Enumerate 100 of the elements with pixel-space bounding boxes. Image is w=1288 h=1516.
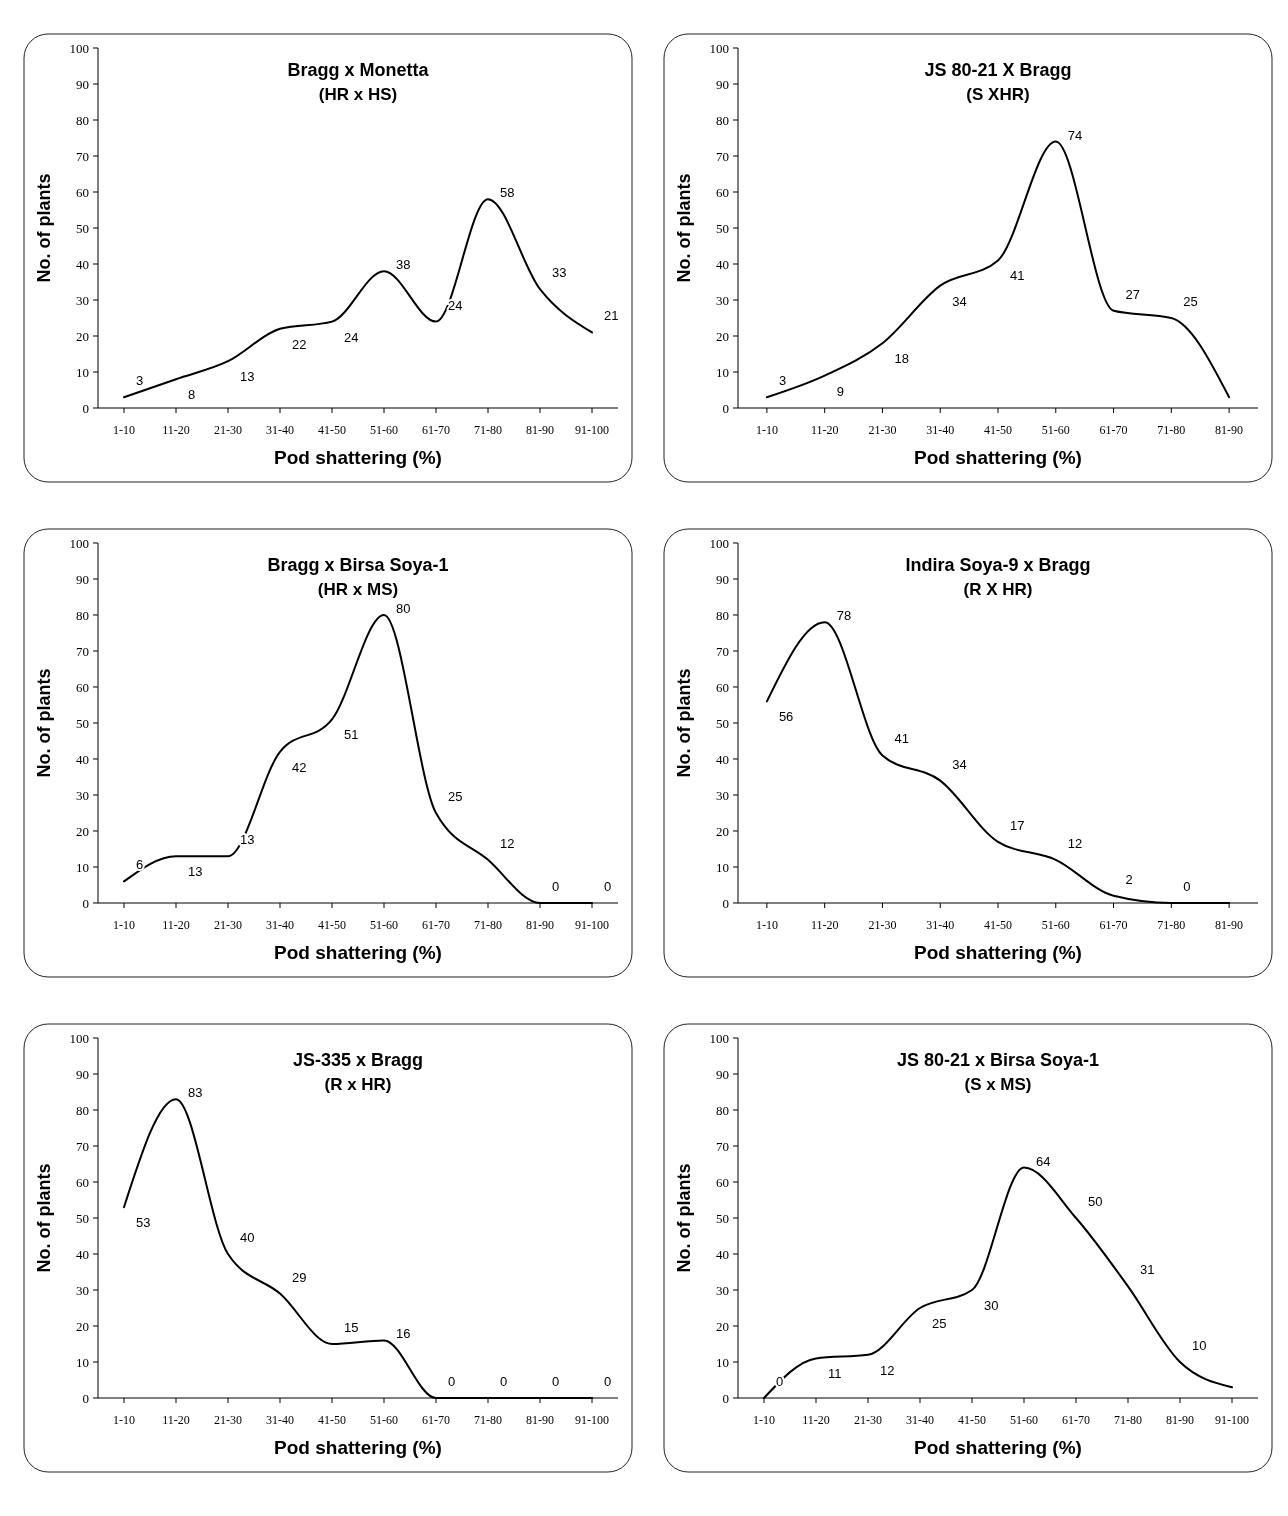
data-label: 58 [500, 185, 515, 201]
data-label: 0 [604, 879, 612, 894]
y-tick-label: 80 [716, 1102, 729, 1118]
y-tick-label: 60 [716, 184, 729, 200]
y-tick-label: 10 [716, 1354, 729, 1370]
x-tick-label: 1-10 [113, 423, 135, 437]
text: (S x MS) [964, 1075, 1032, 1094]
data-label: 10 [1192, 1338, 1207, 1353]
data-label: 33 [552, 265, 567, 281]
x-tick-label: 1-10 [113, 918, 135, 932]
y-axis-title: No. of plants [674, 668, 694, 778]
data-label: 0 [500, 1374, 508, 1389]
y-axis-title: No. of plants [34, 668, 54, 778]
x-tick-label: 51-60 [1010, 1413, 1038, 1427]
x-axis-title: Pod shattering (%) [274, 447, 442, 468]
x-tick-label: 81-90 [1215, 918, 1244, 932]
text: (S XHR) [966, 85, 1030, 104]
x-tick-label: 71-80 [1157, 423, 1186, 437]
data-label: 34 [952, 756, 967, 772]
x-tick-label: 31-40 [266, 423, 294, 437]
x-tick-label: 51-60 [1041, 423, 1070, 437]
x-tick-label: 41-50 [318, 918, 346, 932]
y-tick-label: 20 [76, 328, 89, 344]
x-tick-label: 41-50 [958, 1413, 986, 1427]
text: JS 80-21 X Bragg [924, 60, 1072, 80]
y-tick-label: 50 [76, 220, 89, 236]
x-tick-label: 91-100 [575, 1413, 609, 1427]
y-tick-label: 90 [716, 571, 729, 587]
data-label: 17 [1010, 817, 1025, 833]
y-tick-label: 0 [722, 400, 729, 416]
data-label: 11 [828, 1366, 842, 1382]
data-label: 27 [1125, 286, 1141, 302]
y-tick-label: 90 [716, 76, 729, 92]
text: Bragg x Birsa Soya-1 [267, 555, 449, 575]
y-tick-label: 100 [709, 535, 729, 551]
data-label: 80 [396, 601, 411, 616]
x-tick-label: 51-60 [1041, 918, 1070, 932]
data-label: 15 [344, 1320, 359, 1335]
x-tick-label: 21-30 [214, 918, 242, 932]
data-label: 13 [240, 369, 255, 385]
y-tick-label: 60 [716, 1174, 729, 1190]
y-tick-label: 90 [76, 1066, 89, 1082]
y-tick-label: 60 [76, 184, 89, 200]
data-label: 31 [1140, 1262, 1155, 1278]
data-label: 21 [604, 308, 619, 324]
y-tick-label: 20 [716, 823, 729, 839]
data-label: 40 [240, 1230, 255, 1245]
x-tick-label: 41-50 [318, 423, 346, 437]
y-tick-label: 70 [716, 1138, 729, 1154]
y-tick-label: 30 [716, 1282, 729, 1298]
data-label: 12 [1067, 835, 1083, 851]
data-label: 38 [396, 257, 411, 273]
x-tick-label: 71-80 [1157, 918, 1186, 932]
y-tick-label: 40 [76, 1246, 89, 1262]
data-label: 25 [932, 1316, 947, 1331]
y-tick-label: 50 [76, 1210, 89, 1226]
data-label: 29 [292, 1269, 307, 1285]
y-tick-label: 10 [76, 859, 89, 875]
data-label: 0 [604, 1374, 612, 1389]
x-tick-label: 11-20 [162, 918, 190, 932]
data-label: 64 [1036, 1153, 1051, 1169]
y-tick-label: 40 [716, 751, 729, 767]
x-tick-label: 61-70 [422, 918, 450, 932]
x-tick-label: 91-100 [1215, 1413, 1249, 1427]
y-tick-label: 100 [69, 535, 89, 551]
y-axis-title: No. of plants [674, 173, 694, 283]
x-axis-title: Pod shattering (%) [274, 1437, 442, 1458]
y-tick-label: 60 [76, 1174, 89, 1190]
x-tick-label: 81-90 [526, 423, 554, 437]
data-label: 0 [448, 1374, 456, 1389]
data-label: 25 [448, 789, 463, 804]
y-tick-label: 50 [716, 220, 729, 236]
data-label: 2 [1125, 871, 1133, 887]
y-tick-label: 70 [76, 643, 89, 659]
text: JS-335 x Bragg [292, 1050, 424, 1070]
data-label: 83 [188, 1085, 203, 1101]
y-tick-label: 10 [76, 364, 89, 380]
x-tick-label: 91-100 [575, 423, 609, 437]
x-tick-label: 81-90 [1166, 1413, 1194, 1427]
x-axis-title: Pod shattering (%) [914, 942, 1082, 963]
y-tick-label: 80 [76, 1102, 89, 1118]
x-tick-label: 71-80 [1114, 1413, 1142, 1427]
text: (HR x HS) [318, 85, 398, 104]
text: (R x HR) [324, 1075, 392, 1094]
y-tick-label: 50 [716, 715, 729, 731]
data-label: 8 [188, 387, 196, 403]
x-tick-label: 11-20 [162, 423, 190, 437]
data-label: 12 [880, 1362, 895, 1378]
x-tick-label: 31-40 [926, 423, 955, 437]
x-tick-label: 81-90 [526, 1413, 554, 1427]
x-tick-label: 71-80 [474, 918, 502, 932]
data-label: 50 [1088, 1194, 1103, 1209]
data-label: 0 [1183, 879, 1191, 894]
text: JS 80-21 x Birsa Soya-1 [896, 1050, 1100, 1070]
y-tick-label: 30 [76, 787, 89, 803]
x-tick-label: 21-30 [868, 423, 897, 437]
data-label: 16 [396, 1326, 411, 1342]
line-series [123, 198, 593, 399]
x-tick-label: 1-10 [755, 423, 778, 437]
y-tick-label: 100 [709, 1030, 729, 1046]
